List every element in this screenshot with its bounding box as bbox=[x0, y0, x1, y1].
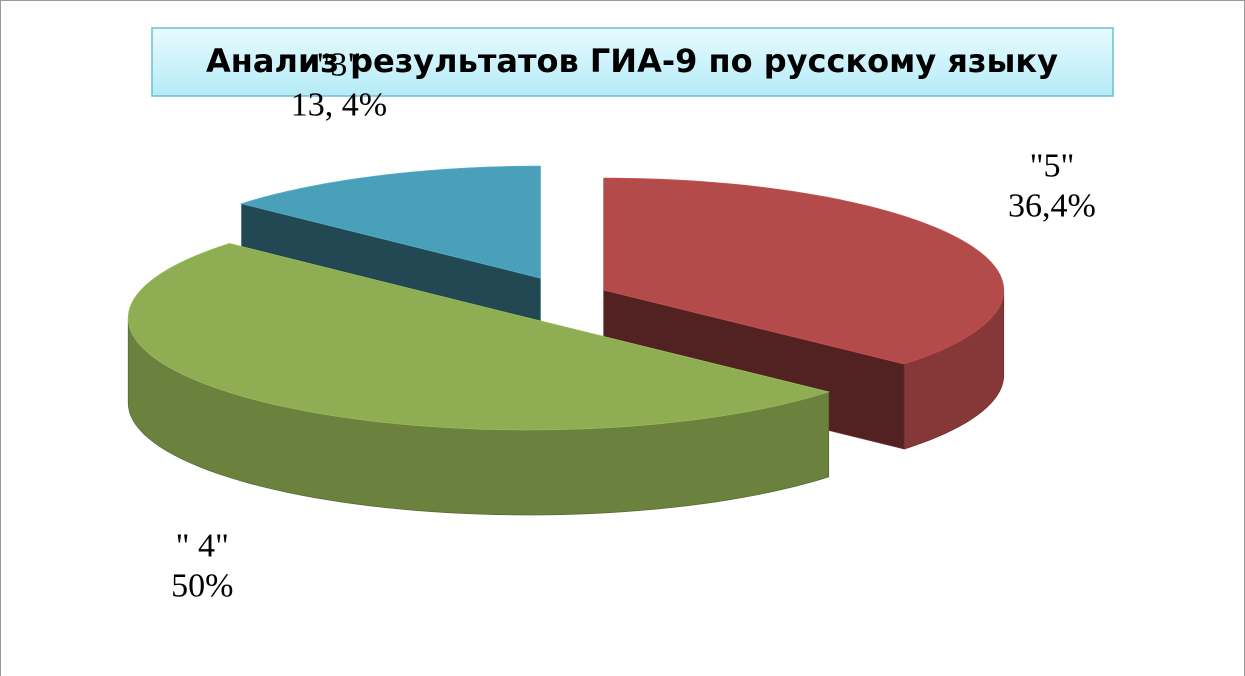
slice-category-label: "5" bbox=[1030, 148, 1075, 185]
slice-top bbox=[127, 243, 831, 431]
slice-value-label: 13, 4% bbox=[291, 87, 387, 124]
slice bbox=[127, 243, 831, 516]
slice-top bbox=[240, 165, 541, 279]
slice-value-label: 36,4% bbox=[1008, 188, 1096, 225]
slice-top bbox=[603, 177, 1005, 365]
pie bbox=[127, 165, 1005, 516]
slice-category-label: "3" bbox=[317, 47, 362, 84]
title-box bbox=[151, 27, 1114, 97]
slice-value-label: 50% bbox=[171, 567, 233, 604]
slice bbox=[603, 177, 1005, 450]
chart-title: Анализ результатов ГИА-9 по русскому язы… bbox=[206, 42, 1058, 80]
slice-category-label: " 4" bbox=[176, 527, 229, 564]
